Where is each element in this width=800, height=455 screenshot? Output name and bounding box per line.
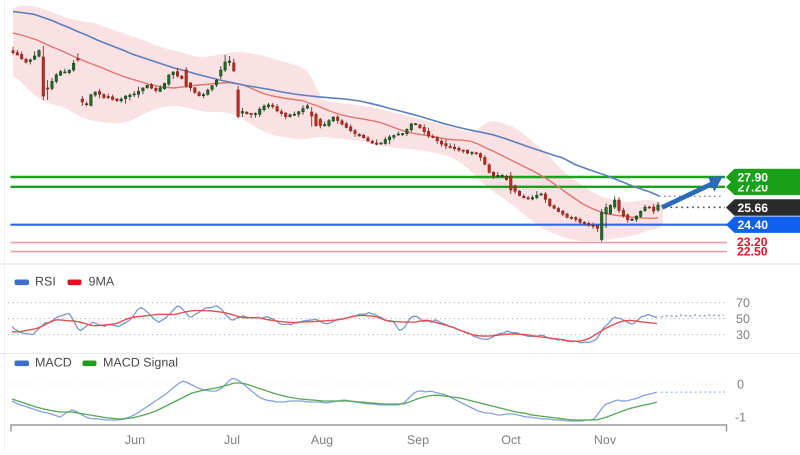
svg-text:Sep: Sep	[407, 433, 429, 447]
svg-text:Jun: Jun	[125, 433, 145, 447]
svg-text:24.40: 24.40	[738, 218, 769, 232]
svg-text:-1: -1	[735, 411, 746, 425]
svg-text:25.66: 25.66	[738, 201, 769, 215]
svg-text:Jul: Jul	[224, 433, 240, 447]
svg-text:MACD: MACD	[35, 356, 72, 370]
svg-text:Aug: Aug	[311, 433, 333, 447]
svg-text:MACD Signal: MACD Signal	[103, 356, 178, 370]
svg-text:22.50: 22.50	[737, 244, 768, 258]
svg-text:9MA: 9MA	[89, 275, 115, 289]
svg-text:50: 50	[736, 312, 750, 326]
svg-text:Oct: Oct	[501, 433, 521, 447]
svg-text:70: 70	[736, 296, 750, 310]
svg-text:0: 0	[737, 378, 744, 392]
svg-text:27.90: 27.90	[738, 171, 769, 185]
svg-text:RSI: RSI	[35, 275, 56, 289]
svg-text:30: 30	[736, 328, 750, 342]
svg-text:Nov: Nov	[594, 433, 617, 447]
